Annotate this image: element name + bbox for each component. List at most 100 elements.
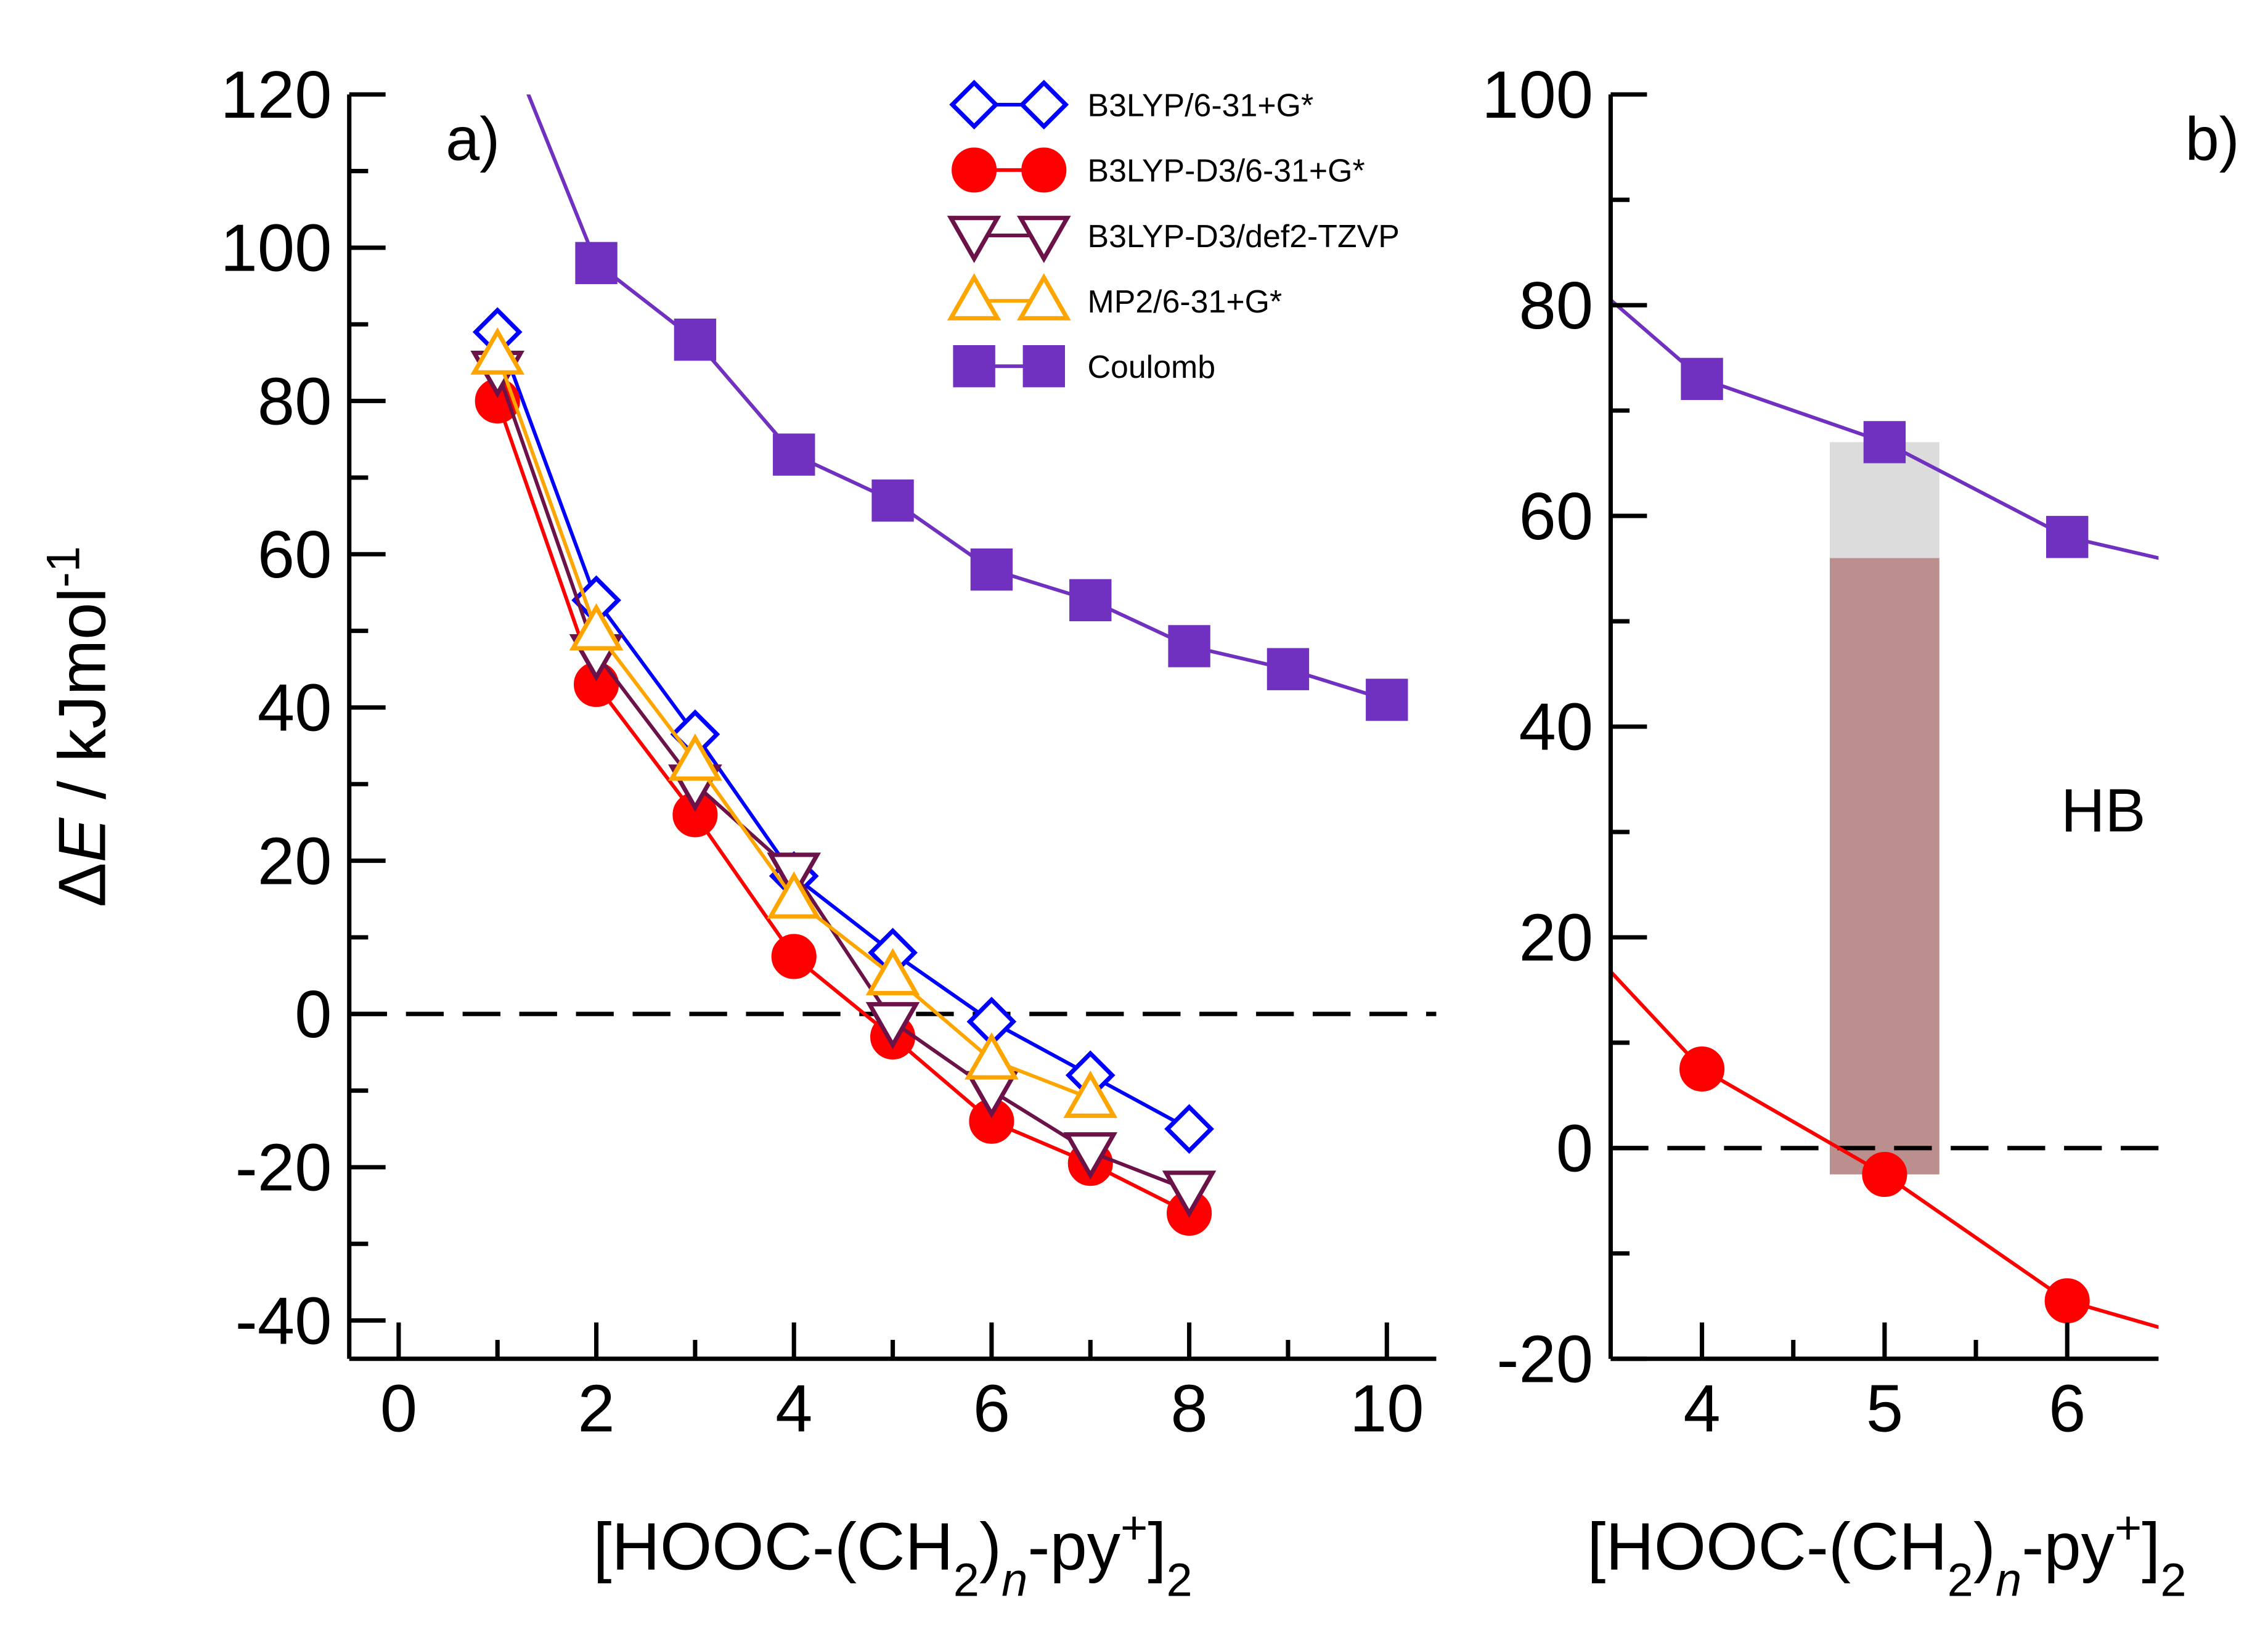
- marker: [1063, 1132, 1118, 1180]
- x-axis-label: [HOOC-(CH2)n-py+]2: [593, 1501, 1192, 1606]
- label-part: [HOOC-(CH: [1587, 1509, 1947, 1584]
- marker: [767, 871, 822, 919]
- label-part: E: [45, 817, 120, 862]
- y-tick-label: 100: [220, 211, 332, 285]
- legend-label: MP2/6-31+G*: [1088, 284, 1283, 319]
- marker: [1063, 1071, 1118, 1118]
- marker: [575, 242, 618, 284]
- label-part: ]: [1148, 1509, 1166, 1584]
- label-part: ): [1973, 1509, 1996, 1584]
- legend-label: Coulomb: [1088, 349, 1216, 385]
- y-tick-label: -40: [235, 1283, 332, 1358]
- marker: [2230, 1333, 2268, 1374]
- marker: [1021, 147, 1067, 193]
- label-part: +: [2115, 1501, 2142, 1554]
- y-tick-label: 0: [1556, 1111, 1593, 1186]
- marker: [865, 1002, 920, 1050]
- x-tick-label: 8: [1170, 1371, 1207, 1446]
- y-tick-label: 100: [1482, 57, 1593, 132]
- marker: [569, 603, 624, 651]
- y-tick-label: 40: [258, 671, 332, 745]
- marker: [1168, 625, 1210, 667]
- y-tick-label: 40: [1519, 690, 1593, 764]
- marker: [2046, 516, 2089, 558]
- marker: [871, 479, 914, 522]
- panel-label: b): [2185, 104, 2240, 173]
- marker: [1164, 1104, 1214, 1154]
- marker: [479, 0, 516, 37]
- marker: [1681, 357, 1723, 401]
- marker: [2231, 560, 2268, 598]
- x-tick-label: 4: [775, 1371, 812, 1446]
- label-part: -1: [37, 546, 89, 588]
- marker: [1499, 854, 1540, 894]
- label-part: [HOOC-(CH: [593, 1509, 953, 1584]
- marker: [1162, 1170, 1217, 1218]
- legend-label: B3LYP-D3/6-31+G*: [1088, 153, 1365, 189]
- marker: [1863, 421, 1906, 463]
- label-part: Δ: [45, 862, 120, 907]
- y-tick-label: 0: [295, 977, 332, 1051]
- y-tick-label: 80: [258, 364, 332, 438]
- label-part: / kJmol: [45, 588, 120, 818]
- marker: [1019, 80, 1069, 130]
- y-tick-label: 120: [220, 57, 332, 132]
- marker: [970, 548, 1013, 591]
- label-part: -py: [2021, 1509, 2115, 1584]
- marker: [773, 433, 815, 476]
- y-tick-label: 80: [1519, 268, 1593, 343]
- marker: [1679, 1047, 1725, 1092]
- y-tick-label: 60: [258, 517, 332, 592]
- y-tick-label: 20: [258, 823, 332, 898]
- label-part: 2: [1948, 1554, 1973, 1606]
- legend-label: B3LYP/6-31+G*: [1088, 88, 1314, 123]
- marker: [949, 80, 999, 130]
- marker: [1016, 273, 1071, 320]
- marker: [1016, 216, 1071, 263]
- x-tick-label: 6: [973, 1371, 1010, 1446]
- x-tick-label: 6: [2049, 1371, 2086, 1446]
- x-tick-label: 10: [1350, 1371, 1424, 1446]
- x-tick-label: 0: [380, 1371, 417, 1446]
- legend: B3LYP/6-31+G* B3LYP-D3/6-31+G* B3LYP-D3/de…: [947, 80, 1400, 388]
- marker: [965, 1032, 1019, 1080]
- marker: [674, 318, 717, 361]
- label-part: n: [1001, 1554, 1027, 1606]
- y-tick-label: -20: [1496, 1321, 1593, 1396]
- x-tick-label: 2: [577, 1371, 614, 1446]
- plot-area: [349, 0, 1437, 1236]
- marker: [470, 327, 525, 375]
- marker: [952, 147, 997, 193]
- label-part: n: [1996, 1554, 2021, 1606]
- marker: [771, 934, 817, 979]
- marker: [668, 733, 722, 781]
- marker: [1267, 648, 1310, 690]
- y-tick-label: 60: [1519, 479, 1593, 553]
- y-tick-label: 20: [1519, 900, 1593, 975]
- marker: [865, 948, 920, 995]
- label-part: 2: [1167, 1554, 1193, 1606]
- label-part: +: [1120, 1501, 1148, 1554]
- marker: [947, 273, 1001, 320]
- marker: [2044, 1278, 2090, 1324]
- series-line: [496, 331, 1191, 1131]
- y-axis-label: ΔE / kJmol-1: [37, 546, 120, 907]
- x-axis-label: [HOOC-(CH2)n-py+]2: [1587, 1501, 2186, 1606]
- marker: [953, 345, 995, 388]
- label-part: ]: [2142, 1509, 2160, 1584]
- marker: [1501, 202, 1538, 240]
- label-part: 2: [2160, 1554, 2186, 1606]
- plot-area: [1499, 202, 2268, 1374]
- marker: [1069, 579, 1112, 622]
- series-line: [526, 94, 1388, 702]
- marker: [1862, 1151, 1907, 1197]
- label-part: -py: [1027, 1509, 1120, 1584]
- marker: [1022, 345, 1065, 388]
- annotation: HB: [2061, 776, 2146, 844]
- label-part: 2: [953, 1554, 979, 1606]
- label-part: ): [979, 1509, 1001, 1584]
- y-tick-label: -20: [235, 1130, 332, 1205]
- panel-label: a): [446, 104, 500, 173]
- marker: [947, 216, 1001, 263]
